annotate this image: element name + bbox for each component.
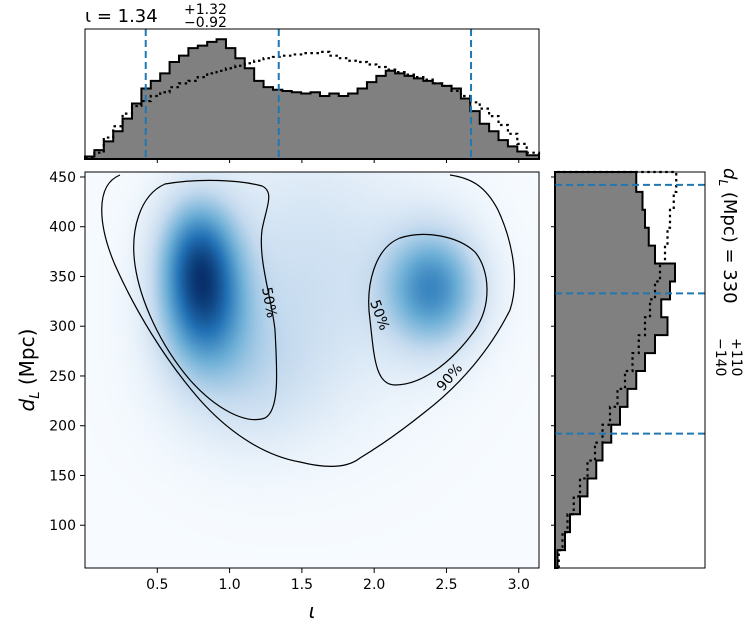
y-quantile-lines <box>555 183 705 435</box>
contour-50-right <box>368 233 488 386</box>
joint-density-panel: 50% 50% 90% 0.5 1.0 1.5 2.0 2.5 3.0 100150200… <box>49 170 540 593</box>
x-tick-label: 0.5 <box>146 577 168 593</box>
x-axis-label: ι <box>309 599 316 623</box>
x-title-prefix: ι = 1.34 <box>85 6 158 27</box>
y-title-prefix: (Mpc) = 330 <box>719 192 740 304</box>
x-marginal-histogram <box>84 28 541 163</box>
x-title-minus: −0.92 <box>184 15 227 31</box>
y-tick-label: 150 <box>49 468 76 484</box>
y-title-subscript: L <box>716 179 730 186</box>
y-param-title: dL (Mpc) = 330 +110 −140 <box>712 168 744 376</box>
y-title-minus: −140 <box>712 338 728 376</box>
y-axis-label: dL (Mpc) <box>15 329 43 412</box>
svg-text:dL (Mpc): dL (Mpc) <box>15 329 43 412</box>
y-title-plus: +110 <box>728 338 744 376</box>
y-label-symbol: d <box>15 398 39 411</box>
x-posterior-histogram <box>84 38 540 160</box>
y-tick-label: 250 <box>49 369 76 385</box>
y-tick-label: 100 <box>49 518 76 534</box>
svg-text:dL (Mpc) = 330: dL (Mpc) = 330 <box>716 168 740 304</box>
y-title-symbol: d <box>719 168 740 180</box>
x-title-plus: +1.32 <box>184 2 227 18</box>
x-marginal-frame <box>84 28 540 160</box>
y-prior-histogram <box>555 170 678 568</box>
x-tick-label: 2.5 <box>435 577 457 593</box>
y-marginal-histogram <box>551 170 706 569</box>
y-posterior-histogram <box>554 171 676 569</box>
x-marginal-ticks <box>156 159 520 163</box>
x-prior-histogram <box>85 50 541 159</box>
x-param-title: ι = 1.34 <box>85 6 158 27</box>
y-tick-label: 400 <box>49 220 76 236</box>
contour-90 <box>101 174 516 467</box>
contour-label-50-left: 50% <box>258 286 279 319</box>
y-tick-label: 450 <box>49 170 76 186</box>
y-tick-label: 200 <box>49 419 76 435</box>
y-tick-label: 350 <box>49 269 76 285</box>
y-tick-label: 300 <box>49 319 76 335</box>
x-tick-label: 2.0 <box>363 577 385 593</box>
credible-contours <box>101 174 516 467</box>
y-label-subscript: L <box>28 391 43 398</box>
joint-frame <box>84 171 540 569</box>
contour-50-left <box>133 179 278 421</box>
x-tick-label: 1.0 <box>218 577 240 593</box>
density-heatmap <box>85 172 539 568</box>
x-tick-label: 1.5 <box>291 577 313 593</box>
y-label-unit: (Mpc) <box>15 329 39 386</box>
y-axis-ticks: 100 150 200 250 300 350 400 450 <box>49 170 85 534</box>
y-marginal-frame <box>554 171 706 569</box>
x-axis-ticks: 0.5 1.0 1.5 2.0 2.5 3.0 <box>146 568 530 593</box>
x-tick-label: 3.0 <box>508 577 530 593</box>
y-marginal-ticks <box>551 176 555 526</box>
